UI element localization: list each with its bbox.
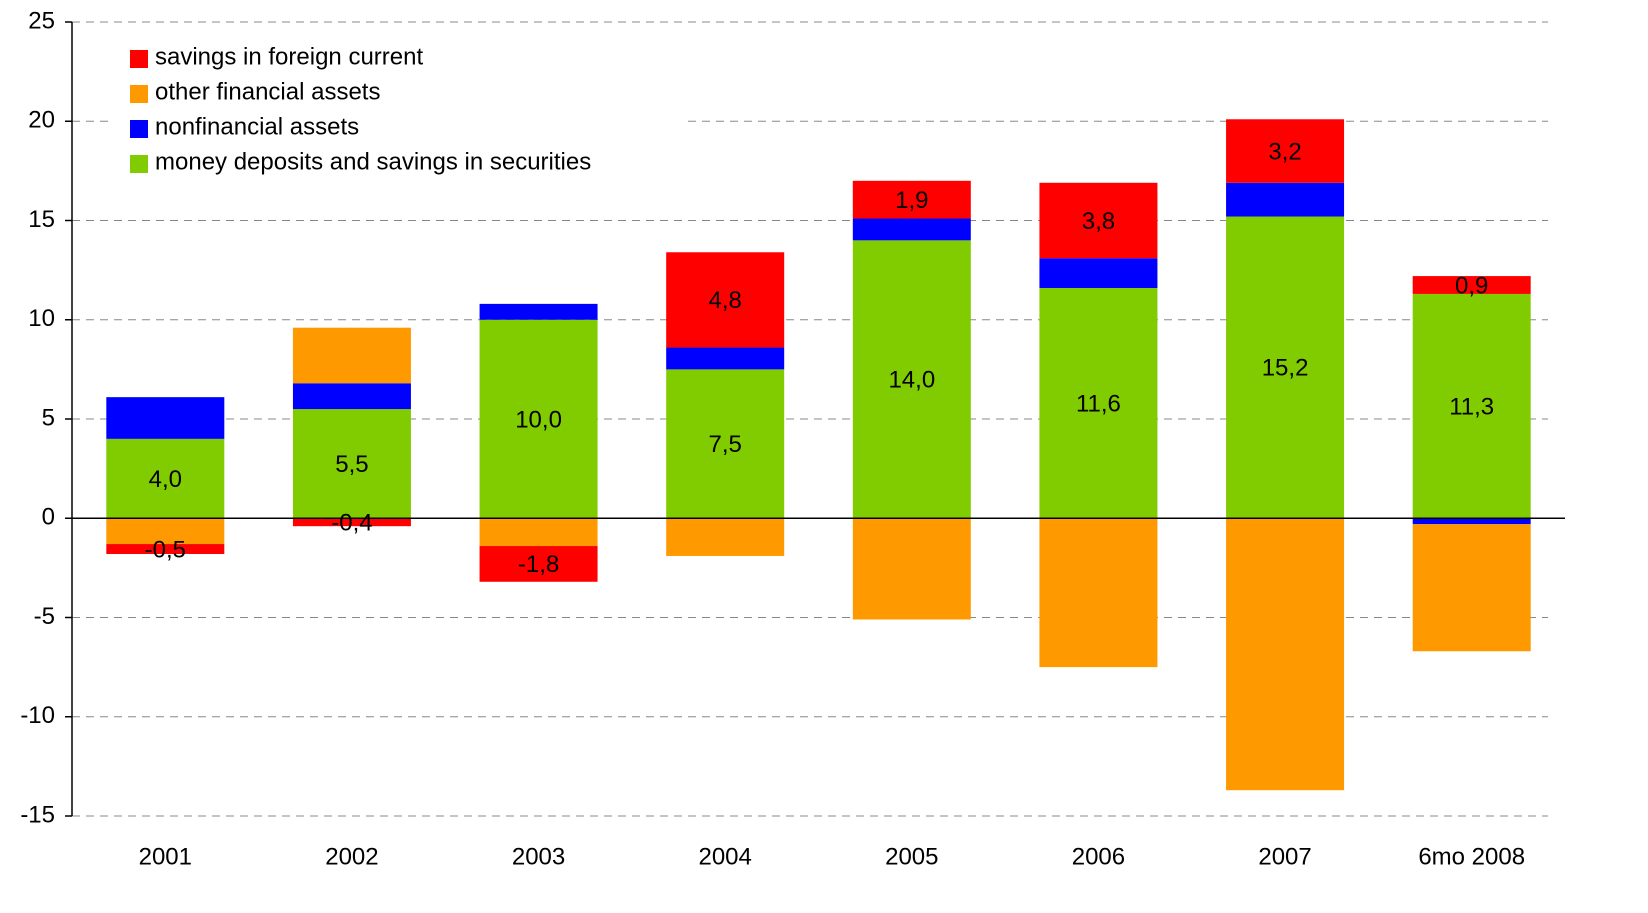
bar-segment <box>852 218 971 241</box>
data-label: 0,9 <box>1455 272 1488 299</box>
y-tick-label: 0 <box>42 504 55 531</box>
data-label: 11,6 <box>1076 390 1121 417</box>
data-label: 3,2 <box>1268 138 1301 165</box>
data-label: 3,8 <box>1082 208 1115 235</box>
bar-segment <box>479 518 598 547</box>
bar-segment <box>292 409 411 519</box>
y-tick-label: 15 <box>28 206 55 233</box>
bar-segment <box>292 518 411 527</box>
bar-segment <box>106 438 225 519</box>
bar-segment <box>1412 518 1531 525</box>
y-tick-label: -5 <box>34 603 55 630</box>
bar-segment <box>1039 518 1158 668</box>
data-label: 5,5 <box>335 451 368 478</box>
legend-box <box>112 38 682 180</box>
bar-segment <box>666 369 785 519</box>
data-label: 4,0 <box>149 466 182 493</box>
bar-segment <box>1039 258 1158 288</box>
bar-segment <box>106 544 225 554</box>
data-label: 14,0 <box>888 367 935 394</box>
bar-segment <box>1039 287 1158 519</box>
legend-label: savings in foreign current <box>155 43 423 70</box>
data-label: 7,5 <box>709 431 742 458</box>
legend-swatch <box>130 50 148 68</box>
legend-swatch <box>130 155 148 173</box>
legend-swatch <box>130 120 148 138</box>
bar-segment <box>1226 182 1345 217</box>
bar-segment <box>1412 524 1531 652</box>
bar-segment <box>852 180 971 219</box>
data-label: 11,3 <box>1449 393 1494 420</box>
bar-segment <box>292 327 411 384</box>
data-label: -0,5 <box>145 536 186 563</box>
bar-segment <box>1412 293 1531 519</box>
x-tick-label: 2006 <box>1072 843 1125 870</box>
x-tick-label: 2003 <box>512 843 565 870</box>
bar-segment <box>106 397 225 439</box>
y-tick-label: 5 <box>42 404 55 431</box>
bar-segment <box>1226 518 1345 791</box>
legend-swatch <box>130 85 148 103</box>
data-label: -1,8 <box>518 551 559 578</box>
legend-label: nonfinancial assets <box>155 113 359 140</box>
y-tick-label: 10 <box>28 305 55 332</box>
x-tick-label: 2007 <box>1258 843 1311 870</box>
x-tick-label: 2005 <box>885 843 938 870</box>
y-tick-label: 20 <box>28 107 55 134</box>
x-tick-label: 6mo 2008 <box>1418 843 1525 870</box>
bar-segment <box>1412 276 1531 294</box>
data-label: 1,9 <box>895 187 928 214</box>
bar-segment <box>1226 119 1345 183</box>
data-label: -0,4 <box>331 510 372 537</box>
bar-segment <box>852 240 971 519</box>
legend-label: other financial assets <box>155 78 380 105</box>
bar-segment <box>666 347 785 370</box>
x-tick-label: 2002 <box>325 843 378 870</box>
bar-segment <box>1039 182 1158 259</box>
bar-segment <box>479 546 598 582</box>
x-tick-label: 2001 <box>139 843 192 870</box>
bar-segment <box>292 383 411 410</box>
data-label: 10,0 <box>515 406 562 433</box>
y-tick-label: 25 <box>28 7 55 34</box>
bar-segment <box>479 303 598 320</box>
bar-segment <box>1226 216 1345 519</box>
x-tick-label: 2004 <box>698 843 751 870</box>
data-label: 15,2 <box>1262 355 1309 382</box>
data-label: 4,8 <box>709 287 742 314</box>
bar-segment <box>479 319 598 519</box>
bar-segment <box>852 518 971 620</box>
bar-segment <box>106 518 225 545</box>
y-tick-label: -10 <box>20 702 55 729</box>
y-tick-label: -15 <box>20 801 55 828</box>
legend-label: money deposits and savings in securities <box>155 148 591 175</box>
bar-segment <box>666 518 785 556</box>
bar-segment <box>666 252 785 348</box>
